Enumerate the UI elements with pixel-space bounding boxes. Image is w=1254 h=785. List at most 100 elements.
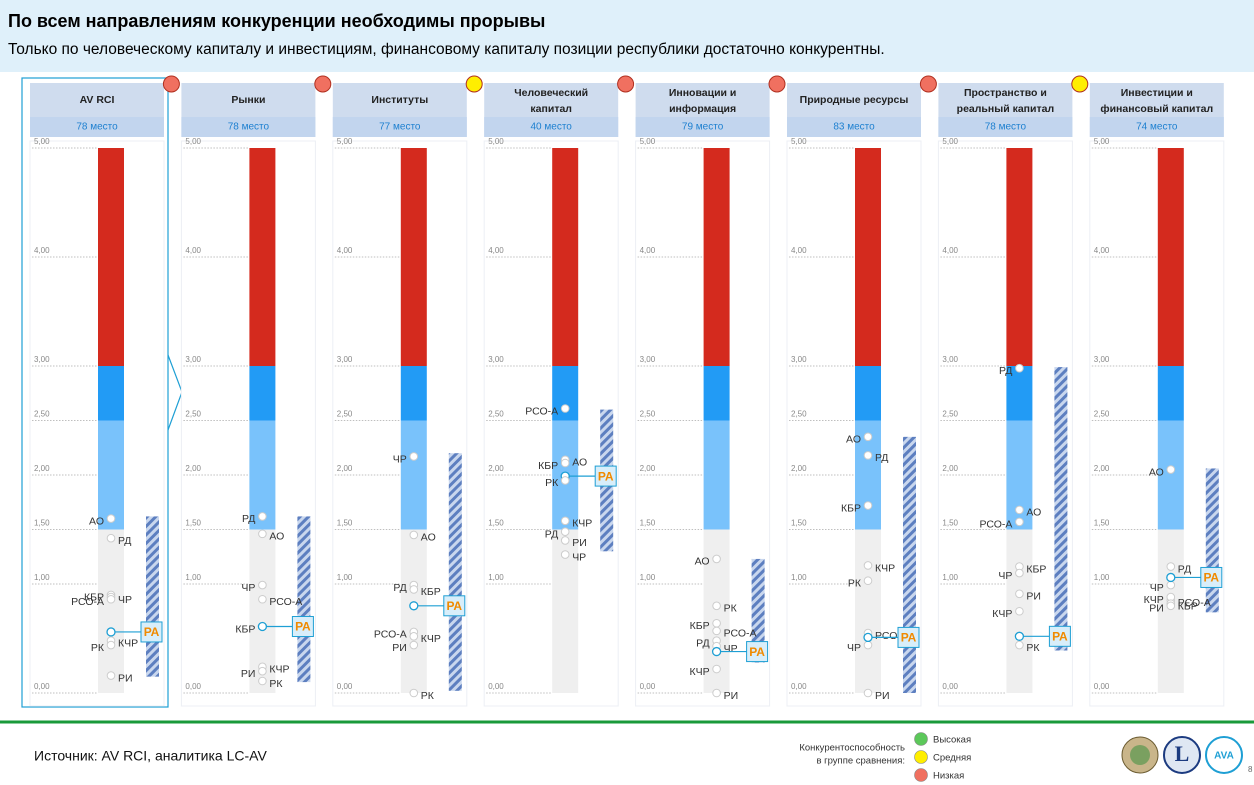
y-tick-label: 3,00 bbox=[640, 355, 656, 364]
point bbox=[106, 627, 116, 637]
point bbox=[1166, 572, 1176, 583]
point bbox=[560, 476, 570, 485]
highlight-box bbox=[140, 621, 163, 643]
point bbox=[258, 529, 267, 539]
point bbox=[712, 688, 721, 698]
legend-label: Средняя bbox=[933, 753, 971, 764]
panel-title: финансовый капитал bbox=[1100, 103, 1213, 115]
zone bbox=[855, 148, 881, 366]
zone bbox=[249, 420, 276, 530]
point bbox=[1014, 631, 1025, 641]
point-label: РСО-А bbox=[724, 628, 757, 640]
panel-body bbox=[29, 140, 165, 707]
point bbox=[1166, 562, 1176, 571]
point bbox=[863, 451, 873, 460]
point-label: РК bbox=[848, 578, 862, 590]
rank-row bbox=[938, 117, 1073, 137]
y-tick-label: 1,00 bbox=[185, 573, 201, 582]
point bbox=[258, 676, 267, 686]
page-number: 8 bbox=[1248, 765, 1253, 774]
point-label: АО bbox=[846, 434, 861, 446]
rank-row bbox=[484, 117, 619, 137]
point-label: РК bbox=[269, 678, 283, 690]
highlight-box bbox=[291, 616, 314, 638]
zone bbox=[98, 366, 124, 421]
subtitle: Только по человеческому капиталу и инвес… bbox=[8, 41, 885, 58]
zone bbox=[400, 148, 427, 366]
point bbox=[863, 561, 873, 570]
point-label: РИ bbox=[724, 690, 739, 702]
point-label: РИ bbox=[572, 537, 587, 549]
panel-title: реальный капитал bbox=[957, 103, 1054, 115]
point-label: КБР bbox=[421, 586, 441, 598]
point bbox=[1015, 606, 1024, 616]
panel-body bbox=[180, 140, 316, 707]
point-label: КБР bbox=[84, 592, 104, 604]
zone bbox=[400, 529, 427, 693]
y-tick-label: 1,00 bbox=[1094, 573, 1110, 582]
point bbox=[1015, 363, 1024, 373]
header-band bbox=[0, 0, 1254, 72]
y-tick-label: 2,00 bbox=[791, 464, 807, 473]
point-label: КБР bbox=[690, 620, 710, 632]
zone bbox=[855, 366, 881, 421]
point bbox=[258, 580, 267, 590]
point-label: РД bbox=[696, 637, 709, 649]
y-tick-label: 5,00 bbox=[942, 137, 958, 146]
point bbox=[1166, 601, 1176, 611]
zone bbox=[703, 148, 730, 366]
zone bbox=[1157, 420, 1184, 530]
panel-title: Инновации и bbox=[669, 87, 737, 99]
point-label: РД bbox=[545, 528, 558, 540]
zone bbox=[249, 366, 276, 421]
y-tick-label: 1,50 bbox=[942, 519, 958, 528]
point bbox=[106, 671, 116, 680]
point-label: РД bbox=[999, 365, 1012, 377]
point bbox=[1015, 589, 1024, 599]
point-label: РА bbox=[144, 625, 160, 639]
y-tick-label: 5,00 bbox=[34, 137, 50, 146]
point-label: РК bbox=[91, 642, 105, 654]
point-label: ЧР bbox=[572, 551, 586, 563]
point bbox=[1166, 465, 1176, 474]
zone bbox=[400, 420, 427, 530]
status-dot bbox=[768, 75, 786, 93]
point bbox=[560, 527, 570, 536]
point-label: РИ bbox=[241, 668, 256, 680]
legend-swatch bbox=[914, 768, 928, 782]
status-dot bbox=[1071, 75, 1089, 93]
point-label: ЧР bbox=[847, 642, 861, 654]
y-tick-label: 2,00 bbox=[640, 464, 656, 473]
point bbox=[106, 514, 116, 523]
point bbox=[409, 632, 419, 641]
focus-frame bbox=[21, 77, 169, 708]
point-label: АО bbox=[269, 531, 284, 543]
point-label: КБР bbox=[1178, 600, 1198, 612]
panel-title: Институты bbox=[371, 94, 428, 106]
point bbox=[863, 576, 873, 586]
point-label: КЧР bbox=[1144, 594, 1164, 606]
point-label: РД bbox=[393, 582, 406, 594]
point-label: РА bbox=[1203, 571, 1219, 585]
point-label: РИ bbox=[118, 672, 133, 684]
zone bbox=[1157, 148, 1184, 366]
y-tick-label: 4,00 bbox=[488, 246, 504, 255]
point bbox=[560, 536, 570, 545]
highlight-box bbox=[443, 595, 466, 617]
zone bbox=[400, 366, 427, 421]
point bbox=[1015, 505, 1024, 515]
point-label: КЧР bbox=[689, 666, 709, 678]
point-label: АО bbox=[572, 457, 587, 469]
point-label: РА bbox=[901, 631, 917, 645]
legend-label: Низкая bbox=[933, 771, 964, 782]
status-dot bbox=[617, 75, 635, 93]
point-label: АО bbox=[421, 532, 436, 544]
point bbox=[1015, 517, 1024, 527]
point bbox=[863, 688, 873, 698]
rank-row bbox=[332, 117, 467, 137]
panel-title: информация bbox=[669, 103, 736, 115]
zone bbox=[1157, 529, 1184, 693]
point-label: КЧР bbox=[992, 608, 1012, 620]
point bbox=[258, 594, 267, 604]
point bbox=[712, 626, 721, 636]
